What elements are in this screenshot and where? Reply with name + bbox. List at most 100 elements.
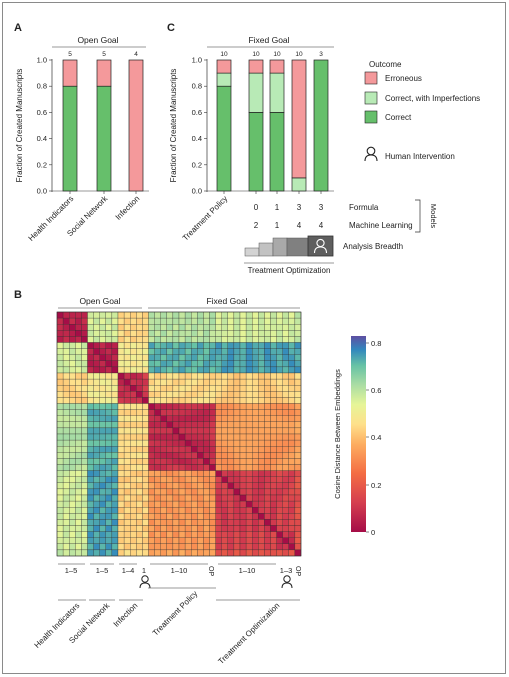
- heatmap-cell: [99, 446, 106, 453]
- bar-segment-correct: [269, 112, 285, 192]
- heatmap-cell: [191, 488, 198, 496]
- heatmap-cell: [203, 531, 210, 538]
- heatmap-cell: [69, 543, 76, 551]
- heatmap-cell: [288, 482, 296, 490]
- heatmap-cell: [154, 427, 161, 435]
- heatmap-cell: [172, 537, 180, 544]
- heatmap-cell: [264, 330, 271, 337]
- heatmap-cell: [111, 470, 119, 477]
- heatmap-cell: [148, 336, 155, 343]
- heatmap-cell: [142, 409, 149, 416]
- heatmap-cell: [130, 458, 137, 465]
- heatmap-cell: [184, 543, 192, 551]
- heatmap-cell: [166, 391, 174, 398]
- heatmap-cell: [252, 336, 259, 343]
- heatmap-cell: [87, 427, 94, 435]
- heatmap-cell: [294, 409, 302, 416]
- heatmap-cell: [105, 317, 113, 325]
- heatmap-cell: [252, 354, 259, 361]
- heatmap-cell: [154, 439, 161, 447]
- bar-count-label: 5: [102, 51, 106, 58]
- heatmap-cell: [209, 336, 216, 343]
- heatmap-cell: [221, 458, 228, 465]
- heatmap-cell: [270, 500, 277, 508]
- heatmap-cell: [288, 476, 296, 483]
- heatmap-cell: [239, 513, 247, 520]
- heatmap-cell: [154, 378, 161, 386]
- heatmap-cell: [227, 519, 235, 526]
- heatmap: [56, 311, 302, 557]
- heatmap-cell: [264, 519, 271, 526]
- heatmap-cell: [288, 421, 296, 429]
- heatmap-cell: [111, 324, 119, 331]
- heatmap-cell: [142, 330, 149, 337]
- breadth-step-3: [272, 237, 288, 257]
- heatmap-cell: [252, 458, 259, 465]
- heatmap-cell: [197, 415, 204, 422]
- heatmap-cell: [99, 519, 106, 526]
- heatmap-cell: [215, 470, 222, 477]
- heatmap-cell: [69, 348, 76, 355]
- heatmap-cell: [87, 439, 94, 447]
- heatmap-cell: [258, 543, 265, 551]
- heatmap-cell: [136, 537, 143, 544]
- heatmap-cell: [239, 324, 247, 331]
- heatmap-cell: [154, 403, 161, 410]
- heatmap-cell: [142, 336, 149, 343]
- heatmap-cell: [184, 415, 192, 422]
- heatmap-cell: [239, 385, 247, 392]
- heatmap-cell: [252, 531, 259, 538]
- heatmap-cell: [178, 397, 186, 404]
- heatmap-cell: [294, 507, 302, 514]
- heatmap-cell: [288, 317, 296, 325]
- heatmap-cell: [69, 464, 76, 471]
- heatmap-cell: [276, 507, 283, 514]
- heatmap-cell: [166, 421, 174, 429]
- heatmap-cell: [227, 476, 235, 483]
- heatmap-cell: [142, 427, 149, 435]
- heatmap-cell: [56, 403, 64, 410]
- heatmap-cell: [203, 549, 210, 557]
- heatmap-cell: [172, 482, 180, 490]
- heatmap-cell: [75, 415, 82, 422]
- heatmap-cell: [239, 433, 247, 441]
- heatmap-cell: [99, 470, 106, 477]
- heatmap-cell: [62, 513, 70, 520]
- heatmap-cell: [270, 513, 277, 520]
- heatmap-cell: [215, 543, 222, 551]
- heatmap-cell: [154, 458, 161, 465]
- heatmap-cell: [81, 519, 88, 526]
- heatmap-cell: [252, 360, 259, 368]
- heatmap-cell: [209, 427, 216, 435]
- heatmap-cell: [160, 500, 167, 508]
- heatmap-cell: [215, 494, 222, 502]
- models-bracket: [415, 199, 421, 233]
- heatmap-cell: [233, 464, 241, 471]
- heatmap-cell: [62, 470, 70, 477]
- range-label-optimization-op: OP: [294, 566, 301, 576]
- heatmap-cell: [117, 360, 125, 368]
- bar-count-label: 10: [220, 51, 228, 58]
- heatmap-cell: [178, 452, 186, 459]
- heatmap-cell: [130, 464, 137, 471]
- heatmap-cell: [294, 360, 302, 368]
- y-tick-label: 0.0: [37, 187, 47, 196]
- heatmap-cell: [221, 500, 228, 508]
- heatmap-cell: [75, 391, 82, 398]
- heatmap-cell: [69, 397, 76, 404]
- heatmap-cell: [215, 366, 222, 374]
- heatmap-cell: [203, 439, 210, 447]
- heatmap-cell: [178, 336, 186, 343]
- heatmap-cell: [62, 482, 70, 490]
- heatmap-cell: [252, 549, 259, 557]
- heatmap-cell: [154, 397, 161, 404]
- heatmap-cell: [282, 348, 289, 355]
- heatmap-cell: [221, 537, 228, 544]
- heatmap-cell: [288, 342, 296, 349]
- heatmap-cell: [142, 360, 149, 368]
- heatmap-cell: [142, 342, 149, 349]
- heatmap-cell: [178, 464, 186, 471]
- heatmap-cell: [166, 476, 174, 483]
- heatmap-cell: [233, 354, 241, 361]
- heatmap-cell: [81, 513, 88, 520]
